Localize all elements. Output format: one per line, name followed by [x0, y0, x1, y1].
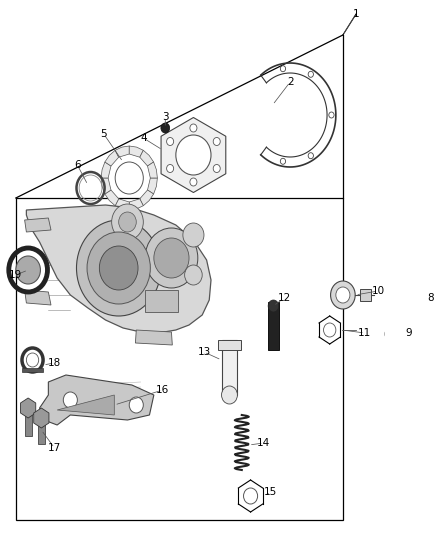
- Text: 12: 12: [277, 293, 290, 303]
- Polygon shape: [105, 150, 119, 166]
- Circle shape: [119, 212, 136, 232]
- Text: 16: 16: [156, 385, 169, 395]
- Bar: [222, 340, 237, 395]
- Circle shape: [161, 123, 170, 133]
- Bar: [391, 325, 409, 343]
- Polygon shape: [115, 199, 129, 210]
- Circle shape: [213, 165, 220, 173]
- Bar: [404, 256, 433, 274]
- Polygon shape: [105, 190, 119, 206]
- Circle shape: [331, 281, 355, 309]
- Text: 8: 8: [427, 293, 434, 303]
- Bar: [38, 418, 45, 444]
- Circle shape: [308, 152, 314, 159]
- Polygon shape: [161, 117, 226, 192]
- Circle shape: [183, 223, 204, 247]
- Polygon shape: [115, 146, 129, 157]
- Circle shape: [185, 265, 202, 285]
- Bar: [16, 198, 343, 520]
- Polygon shape: [140, 150, 154, 166]
- Polygon shape: [26, 205, 211, 333]
- Bar: [360, 289, 371, 301]
- Circle shape: [213, 138, 220, 146]
- Text: 14: 14: [257, 438, 270, 448]
- Polygon shape: [148, 178, 157, 194]
- Polygon shape: [101, 162, 111, 178]
- Bar: [22, 368, 43, 372]
- Bar: [268, 302, 279, 350]
- Polygon shape: [57, 395, 114, 415]
- Polygon shape: [129, 146, 143, 157]
- Circle shape: [385, 327, 397, 341]
- Bar: [218, 340, 241, 350]
- Text: 2: 2: [287, 77, 293, 87]
- Circle shape: [268, 300, 279, 312]
- Bar: [145, 290, 178, 312]
- Circle shape: [308, 71, 314, 77]
- Bar: [400, 290, 419, 310]
- Polygon shape: [140, 190, 154, 206]
- Circle shape: [280, 158, 286, 164]
- Circle shape: [190, 124, 197, 132]
- Polygon shape: [34, 408, 49, 428]
- Circle shape: [154, 238, 189, 278]
- Circle shape: [166, 138, 173, 146]
- Circle shape: [176, 135, 211, 175]
- Circle shape: [77, 220, 161, 316]
- Circle shape: [280, 66, 286, 72]
- Text: 9: 9: [406, 328, 412, 338]
- Polygon shape: [129, 199, 143, 210]
- Circle shape: [336, 287, 350, 303]
- Circle shape: [166, 165, 173, 173]
- Circle shape: [99, 246, 138, 290]
- Bar: [25, 408, 32, 436]
- Circle shape: [112, 204, 143, 240]
- Circle shape: [64, 392, 78, 408]
- Text: 4: 4: [140, 133, 147, 143]
- Text: 5: 5: [100, 129, 107, 139]
- Text: 6: 6: [74, 160, 81, 170]
- Polygon shape: [21, 398, 36, 418]
- Circle shape: [393, 292, 407, 308]
- Polygon shape: [135, 330, 172, 345]
- Text: 1: 1: [353, 9, 360, 19]
- Polygon shape: [39, 375, 154, 425]
- Circle shape: [222, 386, 237, 404]
- Circle shape: [190, 178, 197, 186]
- Text: 19: 19: [9, 270, 22, 280]
- Text: 11: 11: [358, 328, 371, 338]
- Circle shape: [329, 112, 334, 118]
- Polygon shape: [101, 178, 111, 194]
- Circle shape: [87, 232, 150, 304]
- Text: 10: 10: [371, 286, 385, 296]
- Text: 18: 18: [48, 358, 61, 368]
- Polygon shape: [25, 218, 51, 232]
- Text: 17: 17: [48, 443, 61, 453]
- Circle shape: [244, 488, 258, 504]
- Circle shape: [145, 228, 198, 288]
- Text: 3: 3: [162, 112, 169, 122]
- Circle shape: [16, 256, 40, 284]
- Circle shape: [115, 162, 143, 194]
- Polygon shape: [25, 290, 51, 305]
- Polygon shape: [148, 162, 157, 178]
- Text: 13: 13: [198, 347, 211, 357]
- Circle shape: [396, 256, 412, 274]
- Circle shape: [324, 323, 336, 337]
- Text: 15: 15: [264, 487, 277, 497]
- Circle shape: [129, 397, 143, 413]
- Circle shape: [26, 353, 39, 367]
- Circle shape: [425, 256, 438, 274]
